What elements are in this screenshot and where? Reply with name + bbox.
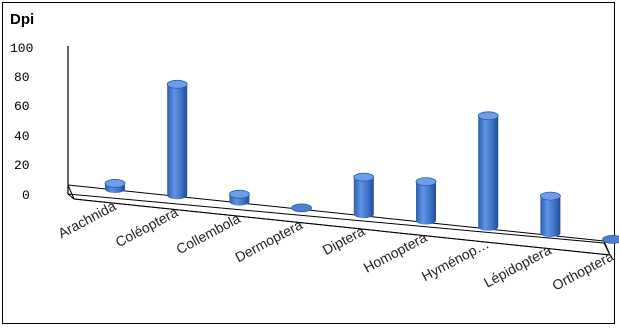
x-tick-label: Diptera — [320, 223, 368, 258]
bar-top — [166, 79, 188, 89]
chart-frame — [2, 2, 615, 324]
bar-top — [291, 203, 313, 213]
y-tick-label: 80 — [14, 70, 30, 85]
x-tick-label: Lépidoptera — [481, 242, 554, 291]
bar-5 — [353, 172, 375, 219]
x-tick-label: Dermoptera — [232, 216, 305, 265]
bar-6 — [415, 177, 437, 225]
bar-body — [353, 177, 374, 219]
bar-top — [477, 111, 499, 121]
bar-top — [602, 235, 619, 244]
bar-top — [228, 189, 250, 199]
y-tick-label: 60 — [14, 99, 30, 114]
x-tick-label: Homoptera — [361, 229, 430, 276]
bar-3 — [228, 189, 250, 206]
bar-top — [104, 179, 126, 188]
x-tick-label: Arachnida — [55, 197, 118, 241]
bar-8 — [540, 191, 561, 238]
y-tick-label: 0 — [22, 188, 30, 203]
bar-body — [478, 115, 499, 231]
bar-body — [540, 196, 561, 238]
bars-group — [104, 79, 619, 244]
floor-back-edge — [67, 184, 605, 242]
floor-left-edge — [67, 184, 75, 200]
bar-top — [540, 191, 561, 201]
y-tick-label: 20 — [14, 158, 30, 173]
floor-front-edge — [73, 198, 611, 256]
floor-right-edge — [603, 240, 611, 256]
y-tick-label: 100 — [10, 41, 33, 56]
bar-body — [416, 181, 437, 225]
bar-2 — [166, 79, 188, 200]
y-tick-label: 40 — [14, 129, 30, 144]
y-axis-ticks: 100 80 60 40 20 0 — [10, 41, 33, 203]
bar-9 — [602, 235, 619, 244]
x-tick-label: Orthoptera — [549, 248, 616, 294]
bar-7 — [477, 111, 499, 231]
bar-1 — [104, 179, 126, 193]
x-tick-label: Coléoptera — [113, 204, 181, 250]
bar-body — [167, 84, 188, 200]
y-axis-label: Dpi — [10, 11, 34, 28]
bar-top — [353, 172, 375, 182]
bar-4 — [291, 203, 313, 213]
bar-top — [415, 177, 437, 187]
